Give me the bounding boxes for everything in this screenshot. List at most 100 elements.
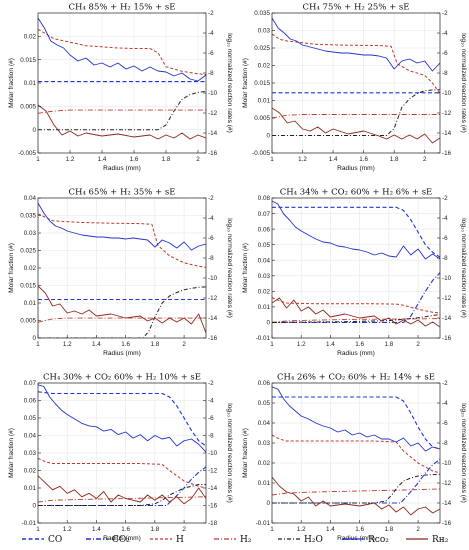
y2-tick-label: -12 [208, 110, 218, 117]
plot-frame [271, 382, 441, 524]
y-tick-label: 0.03 [24, 230, 37, 237]
x-tick-label: 1.4 [326, 526, 335, 533]
y-axis-label: Molar fraction (#) [242, 243, 249, 293]
y-tick-label: 0.02 [24, 265, 37, 272]
y-tick-label: 0.01 [258, 304, 271, 311]
legend-label-co2: CO₂ [112, 535, 130, 545]
panel-title: CH₄ 75% + H₂ 25% + sE [303, 3, 410, 13]
y2-tick-label: -2 [442, 10, 448, 17]
series-h2 [272, 488, 440, 496]
x-tick-label: 1 [36, 341, 40, 348]
y2-tick-label: -10 [442, 90, 452, 97]
x-tick-label: 1.6 [355, 341, 364, 348]
x-tick-label: 1 [270, 526, 274, 533]
y-tick-label: -0.01 [256, 520, 271, 527]
x-axis-label: Radius (mm) [337, 350, 375, 357]
series-co [38, 391, 206, 447]
x-tick-label: 1.6 [121, 341, 130, 348]
y-tick-label: -0.01 [256, 335, 271, 342]
x-tick-label: 1.2 [297, 341, 306, 348]
y-tick-label: 0.02 [258, 63, 271, 70]
x-tick-label: 1.8 [162, 156, 171, 163]
x-tick-label: 2 [182, 341, 186, 348]
panel-title: CH₄ 85% + H₂ 15% + sE [69, 3, 176, 13]
series-h [38, 457, 206, 489]
legend-label-rco2: Rᴄᴏ₂ [368, 535, 389, 545]
y2-tick-label: -6 [208, 235, 214, 242]
series-group [38, 202, 206, 338]
series-h [272, 33, 440, 94]
y-axis-label: Molar fraction (#) [8, 428, 15, 478]
y2-tick-label: -4 [442, 400, 448, 407]
series-h [38, 213, 206, 268]
y-tick-label: 0.04 [24, 433, 37, 440]
series-h2o [38, 286, 206, 338]
y2-tick-label: -8 [208, 255, 214, 262]
y-tick-label: 0.015 [20, 283, 36, 290]
series-rco2 [38, 17, 206, 82]
y2-tick-label: -6 [208, 50, 214, 57]
y2-tick-label: -14 [208, 485, 218, 492]
legend-label-h2o: H₂O [304, 535, 323, 545]
y-tick-label: 0 [266, 133, 270, 140]
y2-tick-label: -14 [442, 130, 452, 137]
panel-3: 1 1.2 1.4 1.6 1.8 2 0 0.005 0.01 0.015 0.02 0.025 0.… [8, 188, 233, 358]
x-tick-label: 1 [270, 341, 274, 348]
y2-tick-label: -14 [208, 315, 218, 322]
x-tick-label: 1.6 [355, 526, 364, 533]
y-tick-label: 0.05 [258, 242, 271, 249]
series-group [272, 386, 440, 516]
x-tick-label: 1.4 [326, 341, 335, 348]
y2-tick-label: -8 [442, 255, 448, 262]
y2-tick-label: -16 [442, 520, 452, 527]
y2-tick-label: -16 [208, 335, 218, 342]
x-axis-label: Radius (mm) [103, 350, 141, 357]
series-group [38, 17, 206, 140]
x-tick-label: 1.8 [150, 341, 159, 348]
y2-tick-label: -16 [442, 335, 452, 342]
x-tick-label: 2 [416, 341, 420, 348]
y-tick-label: 0.01 [24, 80, 37, 87]
y-tick-label: 0.025 [254, 45, 270, 52]
legend-label-h: H [176, 535, 184, 545]
y2-tick-label: -4 [442, 30, 448, 37]
series-group [272, 17, 440, 144]
y2-axis-label: log₁₀ normalized reaction rates (#) [226, 218, 233, 318]
panel-2: 1 1.2 1.4 1.6 1.8 2 -0.005 0 0.005 0.01 0.015 0.02 0… [242, 3, 467, 173]
y2-tick-label: -16 [442, 150, 452, 157]
panel-title: CH₄ 34% + CO₂ 60% + H₂ 6% + sE [280, 188, 433, 198]
y2-tick-label: -8 [442, 440, 448, 447]
x-tick-label: 1.8 [384, 341, 393, 348]
y-tick-label: 0 [32, 503, 36, 510]
series-rh2 [38, 104, 206, 140]
y-tick-label: 0.03 [24, 450, 37, 457]
x-tick-label: 1.2 [66, 156, 75, 163]
series-rco2 [272, 200, 440, 260]
legend-label-rh2: Rʜ₂ [432, 535, 449, 545]
y2-tick-label: -8 [442, 70, 448, 77]
series-co2 [38, 466, 206, 507]
y2-tick-label: -16 [208, 150, 218, 157]
y-tick-label: 0.06 [24, 398, 37, 405]
series-h2o [38, 90, 206, 131]
series-rh2 [272, 297, 440, 328]
y-tick-label: 0.08 [258, 195, 271, 202]
y-tick-label: 0.035 [20, 213, 36, 220]
panel-title: CH₄ 30% + CO₂ 60% + H₂ 10% + sE [43, 373, 201, 383]
series-rh2 [38, 475, 206, 505]
panel-6: 1 1.2 1.4 1.6 1.8 2 -0.01 0 0.01 0.02 0.03 0.04 0.05… [242, 373, 467, 543]
y-tick-label: 0.04 [258, 257, 271, 264]
x-tick-label: 1.8 [384, 526, 393, 533]
x-tick-label: 1 [36, 156, 40, 163]
y2-tick-label: -6 [442, 420, 448, 427]
y-tick-label: 0 [32, 335, 36, 342]
y-axis-label: Molar fraction (#) [8, 58, 15, 108]
y2-tick-label: -10 [208, 275, 218, 282]
x-tick-label: 2 [182, 526, 186, 533]
series-h2o [272, 473, 440, 504]
series-co [272, 396, 440, 450]
y2-tick-label: -2 [442, 380, 448, 387]
y2-tick-label: -14 [208, 130, 218, 137]
y2-tick-label: -12 [208, 468, 218, 475]
y-tick-label: 0.01 [258, 480, 271, 487]
